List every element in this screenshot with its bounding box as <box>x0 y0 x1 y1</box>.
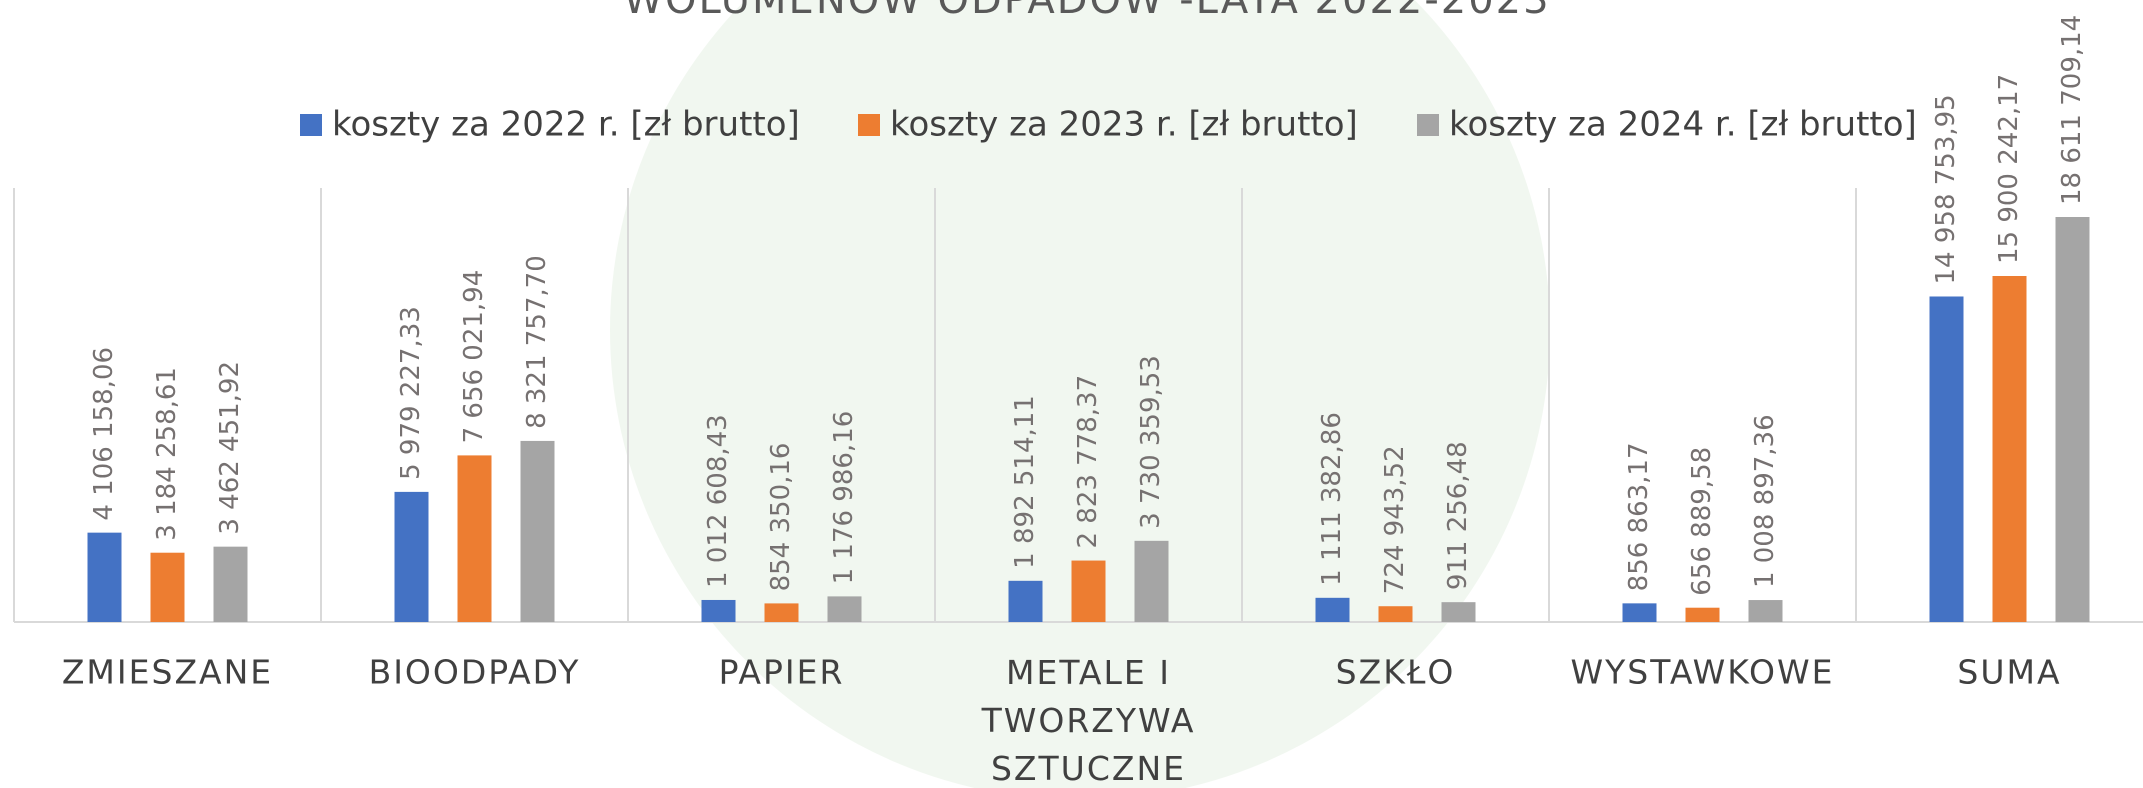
value-label: 1 012 608,43 <box>703 414 733 588</box>
value-label: 1 176 986,16 <box>829 411 859 585</box>
legend-label: koszty za 2023 r. [zł brutto] <box>890 105 1358 145</box>
value-label: 656 889,58 <box>1687 447 1717 596</box>
value-label: 18 611 709,14 <box>2057 15 2087 205</box>
x-tick-label: ZMIESZANE <box>62 653 273 692</box>
bar <box>2056 217 2090 622</box>
legend-label: koszty za 2024 r. [zł brutto] <box>1449 105 1917 145</box>
bar <box>1930 296 1964 622</box>
value-label: 5 979 227,33 <box>396 306 426 480</box>
value-label: 2 823 778,37 <box>1073 375 1103 549</box>
bar <box>395 492 429 622</box>
bar <box>88 533 122 622</box>
bar <box>1686 608 1720 622</box>
value-label: 8 321 757,70 <box>522 255 552 429</box>
bar <box>1623 603 1657 622</box>
bar <box>828 596 862 622</box>
bar <box>1009 581 1043 622</box>
x-tick-label: SZKŁO <box>1336 653 1456 692</box>
bar <box>521 441 555 622</box>
chart: WOLUMENÓW ODPADÓW -LATA 2022-2023 koszty… <box>0 0 2143 788</box>
bar <box>1442 602 1476 622</box>
value-label: 3 462 451,92 <box>215 361 245 535</box>
value-label: 4 106 158,06 <box>89 347 119 521</box>
value-label: 911 256,48 <box>1443 441 1473 590</box>
legend-swatch <box>1417 114 1439 136</box>
bar <box>765 603 799 622</box>
value-label: 724 943,52 <box>1380 445 1410 594</box>
value-label: 14 958 753,95 <box>1931 94 1961 284</box>
value-label: 3 184 258,61 <box>152 367 182 541</box>
legend-label: koszty za 2022 r. [zł brutto] <box>332 105 800 145</box>
x-tick-label: SUMA <box>1957 653 2061 692</box>
value-label: 1 008 897,36 <box>1750 414 1780 588</box>
x-tick-label: BIOODPADY <box>369 653 581 692</box>
x-tick-label: PAPIER <box>719 653 845 692</box>
value-label: 856 863,17 <box>1624 442 1654 591</box>
legend-swatch <box>858 114 880 136</box>
bar <box>1749 600 1783 622</box>
bar <box>702 600 736 622</box>
legend-swatch <box>300 114 322 136</box>
x-tick-label: WYSTAWKOWE <box>1570 653 1834 692</box>
bar <box>1072 561 1106 622</box>
bar <box>214 547 248 622</box>
value-label: 15 900 242,17 <box>1994 74 2024 264</box>
bar <box>458 455 492 622</box>
value-label: 1 892 514,11 <box>1010 395 1040 569</box>
bar <box>1993 276 2027 622</box>
bar <box>1379 606 1413 622</box>
value-label: 1 111 382,86 <box>1317 412 1347 586</box>
bar <box>151 553 185 622</box>
bar <box>1135 541 1169 622</box>
value-label: 854 350,16 <box>766 443 796 592</box>
chart-title: WOLUMENÓW ODPADÓW -LATA 2022-2023 <box>623 0 1550 23</box>
bar <box>1316 598 1350 622</box>
value-label: 7 656 021,94 <box>459 270 489 444</box>
value-label: 3 730 359,53 <box>1136 355 1166 529</box>
